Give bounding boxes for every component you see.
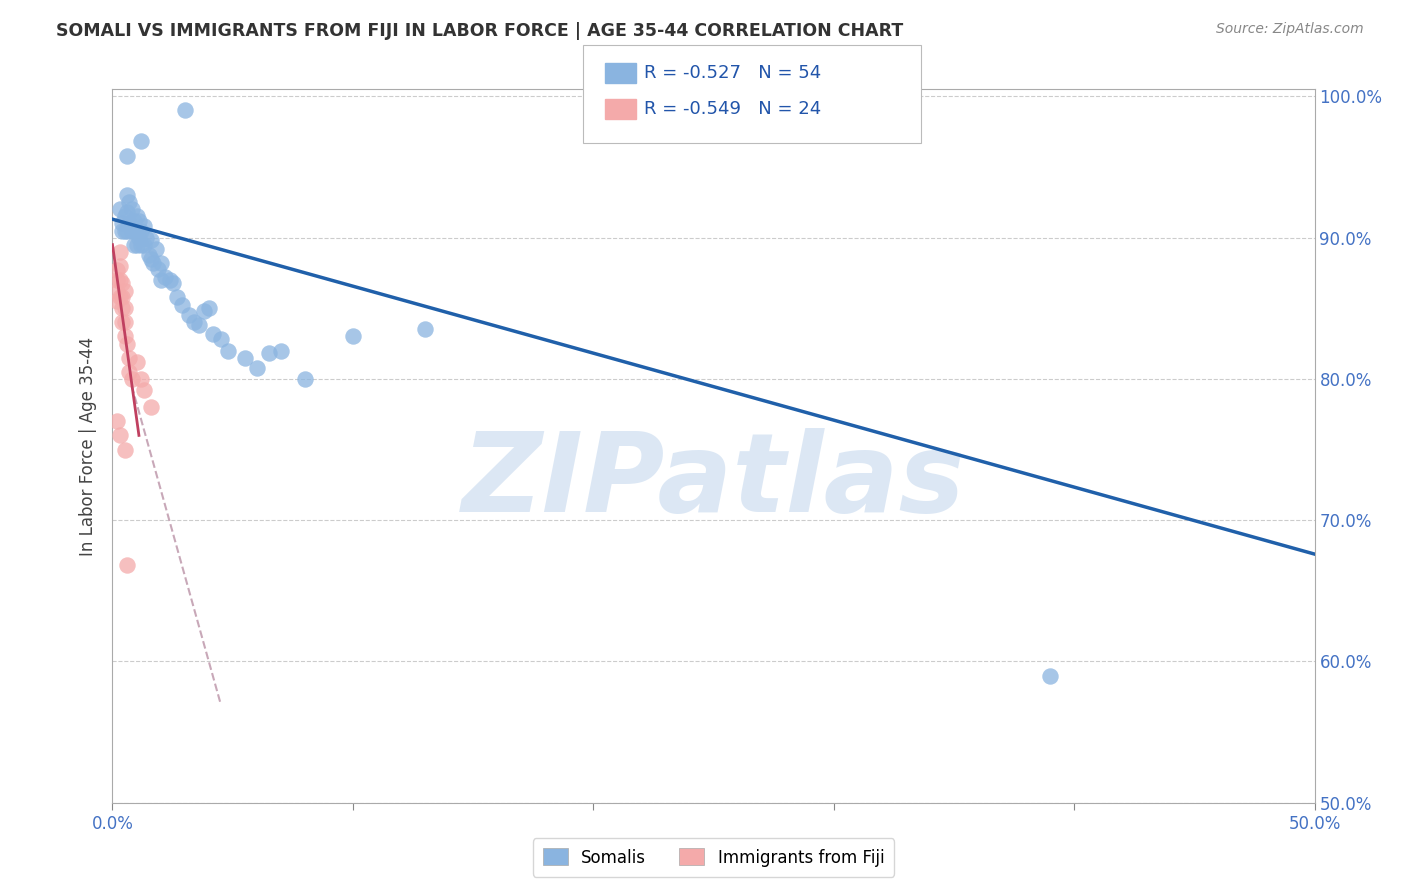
Point [131, 135, 153, 149]
Point [115, 223, 138, 237]
Point [342, 329, 364, 343]
Point [115, 148, 138, 162]
Point [108, 259, 131, 273]
Point [246, 360, 269, 375]
Point [125, 237, 148, 252]
Point [257, 346, 280, 360]
Point [108, 273, 131, 287]
Point [125, 355, 148, 369]
Point [131, 223, 153, 237]
Point [114, 301, 136, 316]
Point [111, 223, 134, 237]
Point [105, 273, 128, 287]
Point [142, 256, 165, 270]
Point [149, 273, 172, 287]
Point [118, 351, 141, 365]
Point [139, 252, 162, 266]
Point [118, 365, 141, 379]
Text: SOMALI VS IMMIGRANTS FROM FIJI IN LABOR FORCE | AGE 35-44 CORRELATION CHART: SOMALI VS IMMIGRANTS FROM FIJI IN LABOR … [56, 22, 904, 40]
Point [105, 263, 128, 277]
Point [111, 276, 134, 290]
Point [132, 237, 155, 252]
Text: Source: ZipAtlas.com: Source: ZipAtlas.com [1216, 22, 1364, 37]
Point [115, 205, 138, 219]
Point [132, 383, 155, 397]
Point [139, 234, 162, 248]
Point [108, 244, 131, 259]
Point [114, 329, 136, 343]
Point [131, 372, 153, 386]
Point [118, 216, 141, 230]
Point [132, 219, 155, 234]
Point [115, 188, 138, 202]
Point [135, 230, 157, 244]
Point [173, 103, 195, 118]
Text: R = -0.549   N = 24: R = -0.549 N = 24 [644, 100, 821, 118]
Point [115, 558, 138, 573]
Point [193, 304, 215, 318]
Point [270, 343, 292, 358]
Point [166, 290, 188, 304]
Point [115, 336, 138, 351]
Point [121, 202, 143, 217]
Point [183, 315, 205, 329]
Point [122, 213, 145, 227]
Point [159, 273, 181, 287]
Point [209, 332, 232, 346]
Point [111, 301, 134, 316]
Point [139, 400, 162, 414]
Point [413, 322, 436, 336]
Point [105, 414, 128, 428]
Point [128, 213, 150, 227]
Point [125, 223, 148, 237]
Point [155, 270, 177, 285]
Point [114, 223, 136, 237]
Legend: Somalis, Immigrants from Fiji: Somalis, Immigrants from Fiji [533, 838, 894, 877]
Point [114, 442, 136, 457]
Point [105, 285, 128, 299]
Point [197, 301, 219, 316]
Point [114, 285, 136, 299]
Text: ZIPatlas: ZIPatlas [461, 428, 966, 535]
Point [179, 308, 201, 322]
Point [162, 276, 184, 290]
Point [172, 298, 194, 312]
Point [233, 351, 256, 365]
Point [294, 372, 316, 386]
Point [122, 237, 145, 252]
Point [149, 256, 172, 270]
Point [138, 247, 160, 261]
Text: R = -0.527   N = 54: R = -0.527 N = 54 [644, 64, 821, 82]
Point [105, 294, 128, 309]
Point [118, 195, 141, 210]
Point [131, 237, 153, 252]
Point [1039, 668, 1062, 682]
Point [145, 242, 167, 256]
Point [202, 326, 225, 341]
Point [146, 261, 169, 276]
Point [111, 290, 134, 304]
Point [108, 290, 131, 304]
Point [121, 372, 143, 386]
Point [111, 216, 134, 230]
Point [114, 210, 136, 224]
Point [108, 202, 131, 217]
Point [108, 428, 131, 442]
Y-axis label: In Labor Force | Age 35-44: In Labor Force | Age 35-44 [79, 336, 97, 556]
Point [121, 223, 143, 237]
Point [128, 230, 150, 244]
Point [114, 315, 136, 329]
Point [122, 223, 145, 237]
Point [217, 343, 239, 358]
Point [188, 318, 211, 333]
Point [125, 210, 148, 224]
Point [111, 315, 134, 329]
